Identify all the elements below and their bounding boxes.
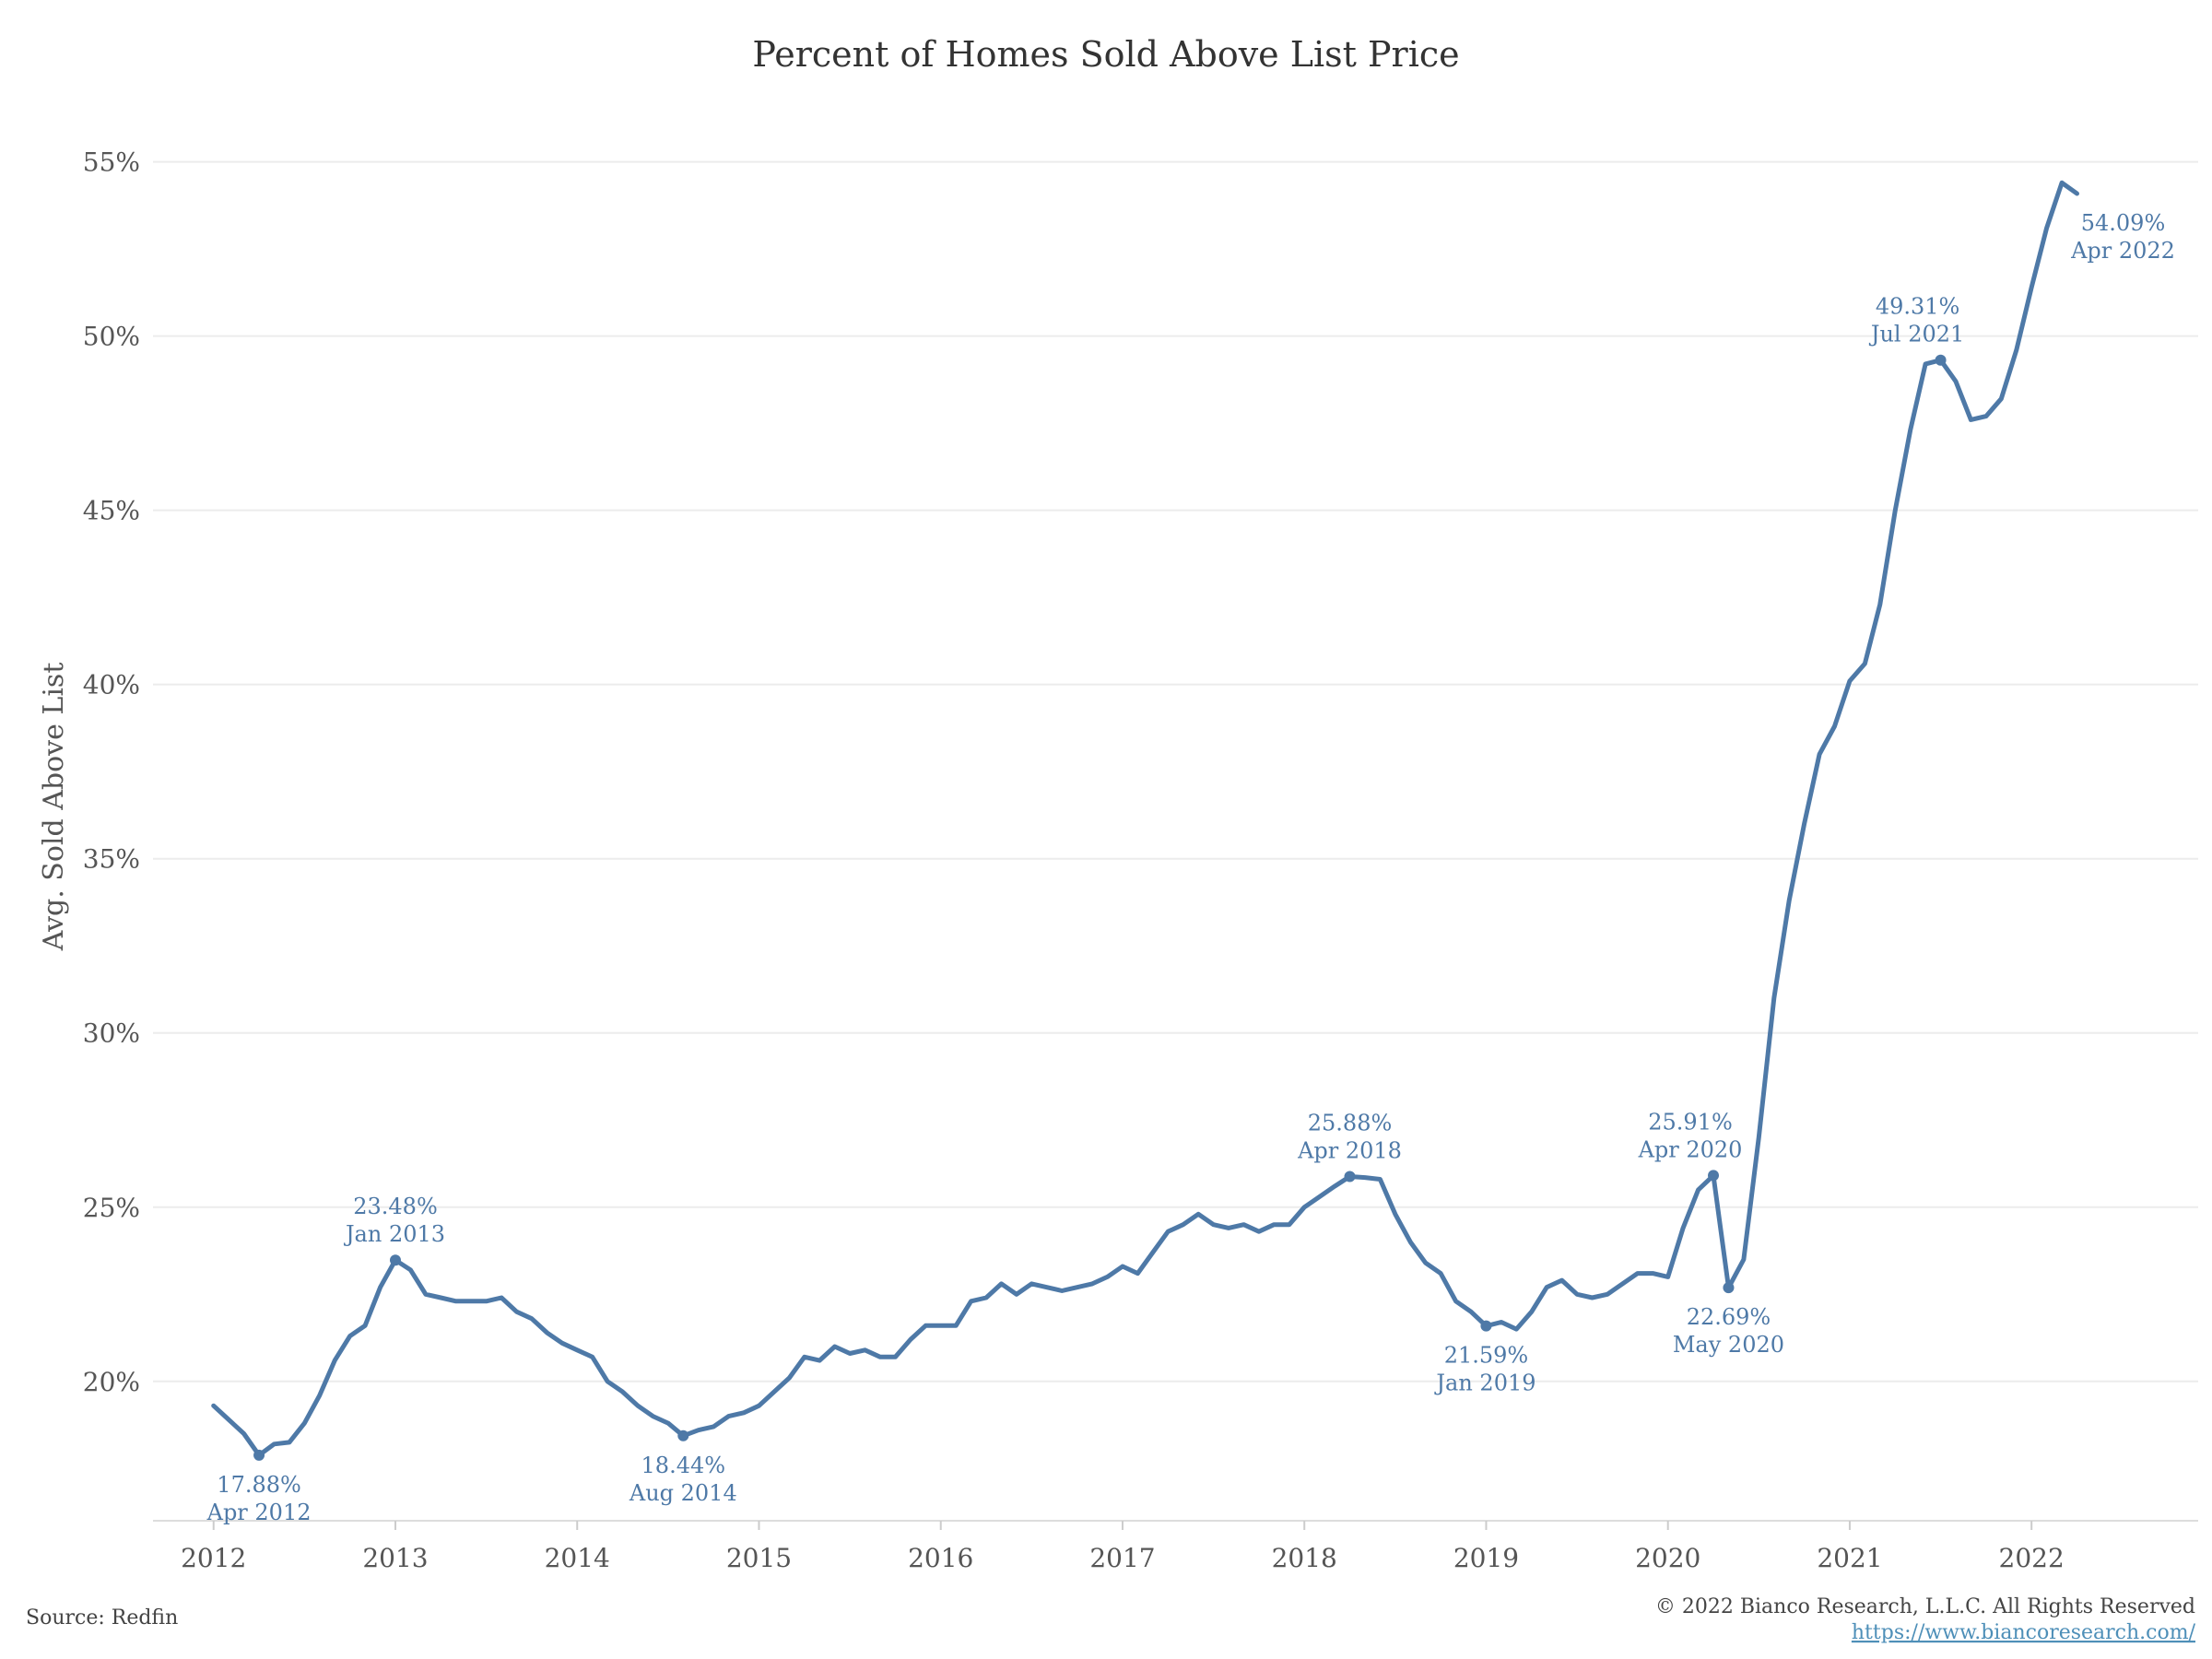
annotation-date: Jul 2021	[1868, 322, 1964, 347]
x-tick-label: 2020	[1635, 1543, 1700, 1573]
annotation-date: Apr 2012	[206, 1500, 312, 1525]
gridlines	[153, 160, 2198, 1382]
annotation-date: Aug 2014	[629, 1480, 737, 1506]
annotation-value: 54.09%	[2081, 210, 2166, 236]
source-note: Source: Redfin	[26, 1606, 178, 1630]
annotation-marker	[1708, 1170, 1720, 1182]
series-line	[211, 180, 2079, 1458]
annotation-date: May 2020	[1673, 1332, 1784, 1358]
y-tick-label: 40%	[83, 670, 140, 700]
x-tick-label: 2014	[545, 1543, 610, 1573]
x-tick-label: 2016	[908, 1543, 973, 1573]
y-axis-label: Avg. Sold Above List	[38, 663, 70, 952]
annotation-date: Apr 2020	[1638, 1136, 1743, 1162]
x-axis-ticks: 2012 2013 2014 2015 2016 2017 2018 2019 2020 2021…	[181, 1521, 2065, 1573]
y-tick-label: 35%	[83, 844, 140, 875]
annotation-value: 49.31%	[1876, 294, 1960, 320]
annotation-date: Jan 2013	[343, 1221, 445, 1247]
annotation-value: 18.44%	[641, 1453, 726, 1478]
annotation-value: 23.48%	[353, 1194, 438, 1219]
x-tick-label: 2017	[1089, 1543, 1155, 1573]
y-tick-label: 20%	[83, 1367, 140, 1397]
annotation-marker	[677, 1430, 689, 1441]
annotation-date: Apr 2018	[1297, 1137, 1402, 1163]
x-tick-label: 2015	[726, 1543, 792, 1573]
x-tick-label: 2018	[1272, 1543, 1337, 1573]
annotation-value: 25.91%	[1648, 1109, 1733, 1135]
x-tick-label: 2013	[362, 1543, 428, 1573]
annotation-marker	[1344, 1171, 1356, 1182]
y-axis-ticks: 55% 50% 45% 40% 35% 30% 25% 20%	[83, 147, 140, 1397]
website-link[interactable]: https://www.biancoresearch.com/	[1852, 1621, 2196, 1644]
x-tick-label: 2022	[1999, 1543, 2065, 1573]
y-tick-label: 50%	[83, 322, 140, 352]
annotation-date: Jan 2019	[1433, 1371, 1535, 1396]
annotation-marker	[1723, 1282, 1735, 1294]
y-tick-label: 55%	[83, 147, 140, 178]
x-tick-label: 2021	[1817, 1543, 1882, 1573]
y-tick-label: 25%	[83, 1193, 140, 1223]
copyright-note: © 2022 Bianco Research, L.L.C. All Right…	[1655, 1595, 2195, 1618]
annotation-marker	[1935, 354, 1947, 366]
annotation-marker	[389, 1254, 401, 1266]
chart-title: Percent of Homes Sold Above List Price	[752, 34, 1459, 75]
y-tick-label: 30%	[83, 1018, 140, 1049]
annotation-date: Apr 2022	[2070, 238, 2175, 264]
annotation-value: 21.59%	[1444, 1343, 1529, 1369]
annotations: 17.88%Apr 2012 23.48%Jan 2013 18.44%Aug 20…	[206, 210, 2175, 1525]
x-tick-label: 2012	[181, 1543, 246, 1573]
y-tick-label: 45%	[83, 496, 140, 526]
annotation-marker	[1480, 1320, 1492, 1332]
annotation-value: 25.88%	[1308, 1110, 1393, 1135]
annotation-value: 22.69%	[1687, 1304, 1771, 1330]
x-tick-label: 2019	[1453, 1543, 1519, 1573]
annotation-marker	[253, 1449, 265, 1461]
annotation-value: 17.88%	[217, 1472, 301, 1498]
